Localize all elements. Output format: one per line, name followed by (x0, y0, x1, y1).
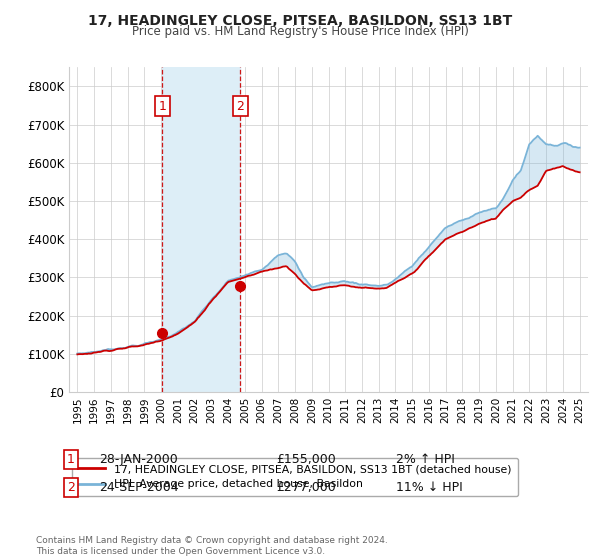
Text: 24-SEP-2004: 24-SEP-2004 (99, 480, 179, 494)
Text: 2% ↑ HPI: 2% ↑ HPI (396, 452, 455, 466)
Text: £155,000: £155,000 (276, 452, 336, 466)
Bar (162, 67, 240, 392)
Text: Price paid vs. HM Land Registry's House Price Index (HPI): Price paid vs. HM Land Registry's House … (131, 25, 469, 38)
Text: Contains HM Land Registry data © Crown copyright and database right 2024.
This d: Contains HM Land Registry data © Crown c… (36, 536, 388, 556)
Text: 1: 1 (158, 100, 166, 113)
Legend: 17, HEADINGLEY CLOSE, PITSEA, BASILDON, SS13 1BT (detached house), HPI: Average : 17, HEADINGLEY CLOSE, PITSEA, BASILDON, … (72, 458, 518, 496)
Text: 2: 2 (67, 480, 75, 494)
Text: 2: 2 (236, 100, 244, 113)
Text: £277,000: £277,000 (276, 480, 336, 494)
Text: 11% ↓ HPI: 11% ↓ HPI (396, 480, 463, 494)
Text: 1: 1 (67, 452, 75, 466)
Text: 17, HEADINGLEY CLOSE, PITSEA, BASILDON, SS13 1BT: 17, HEADINGLEY CLOSE, PITSEA, BASILDON, … (88, 14, 512, 28)
Text: 28-JAN-2000: 28-JAN-2000 (99, 452, 178, 466)
